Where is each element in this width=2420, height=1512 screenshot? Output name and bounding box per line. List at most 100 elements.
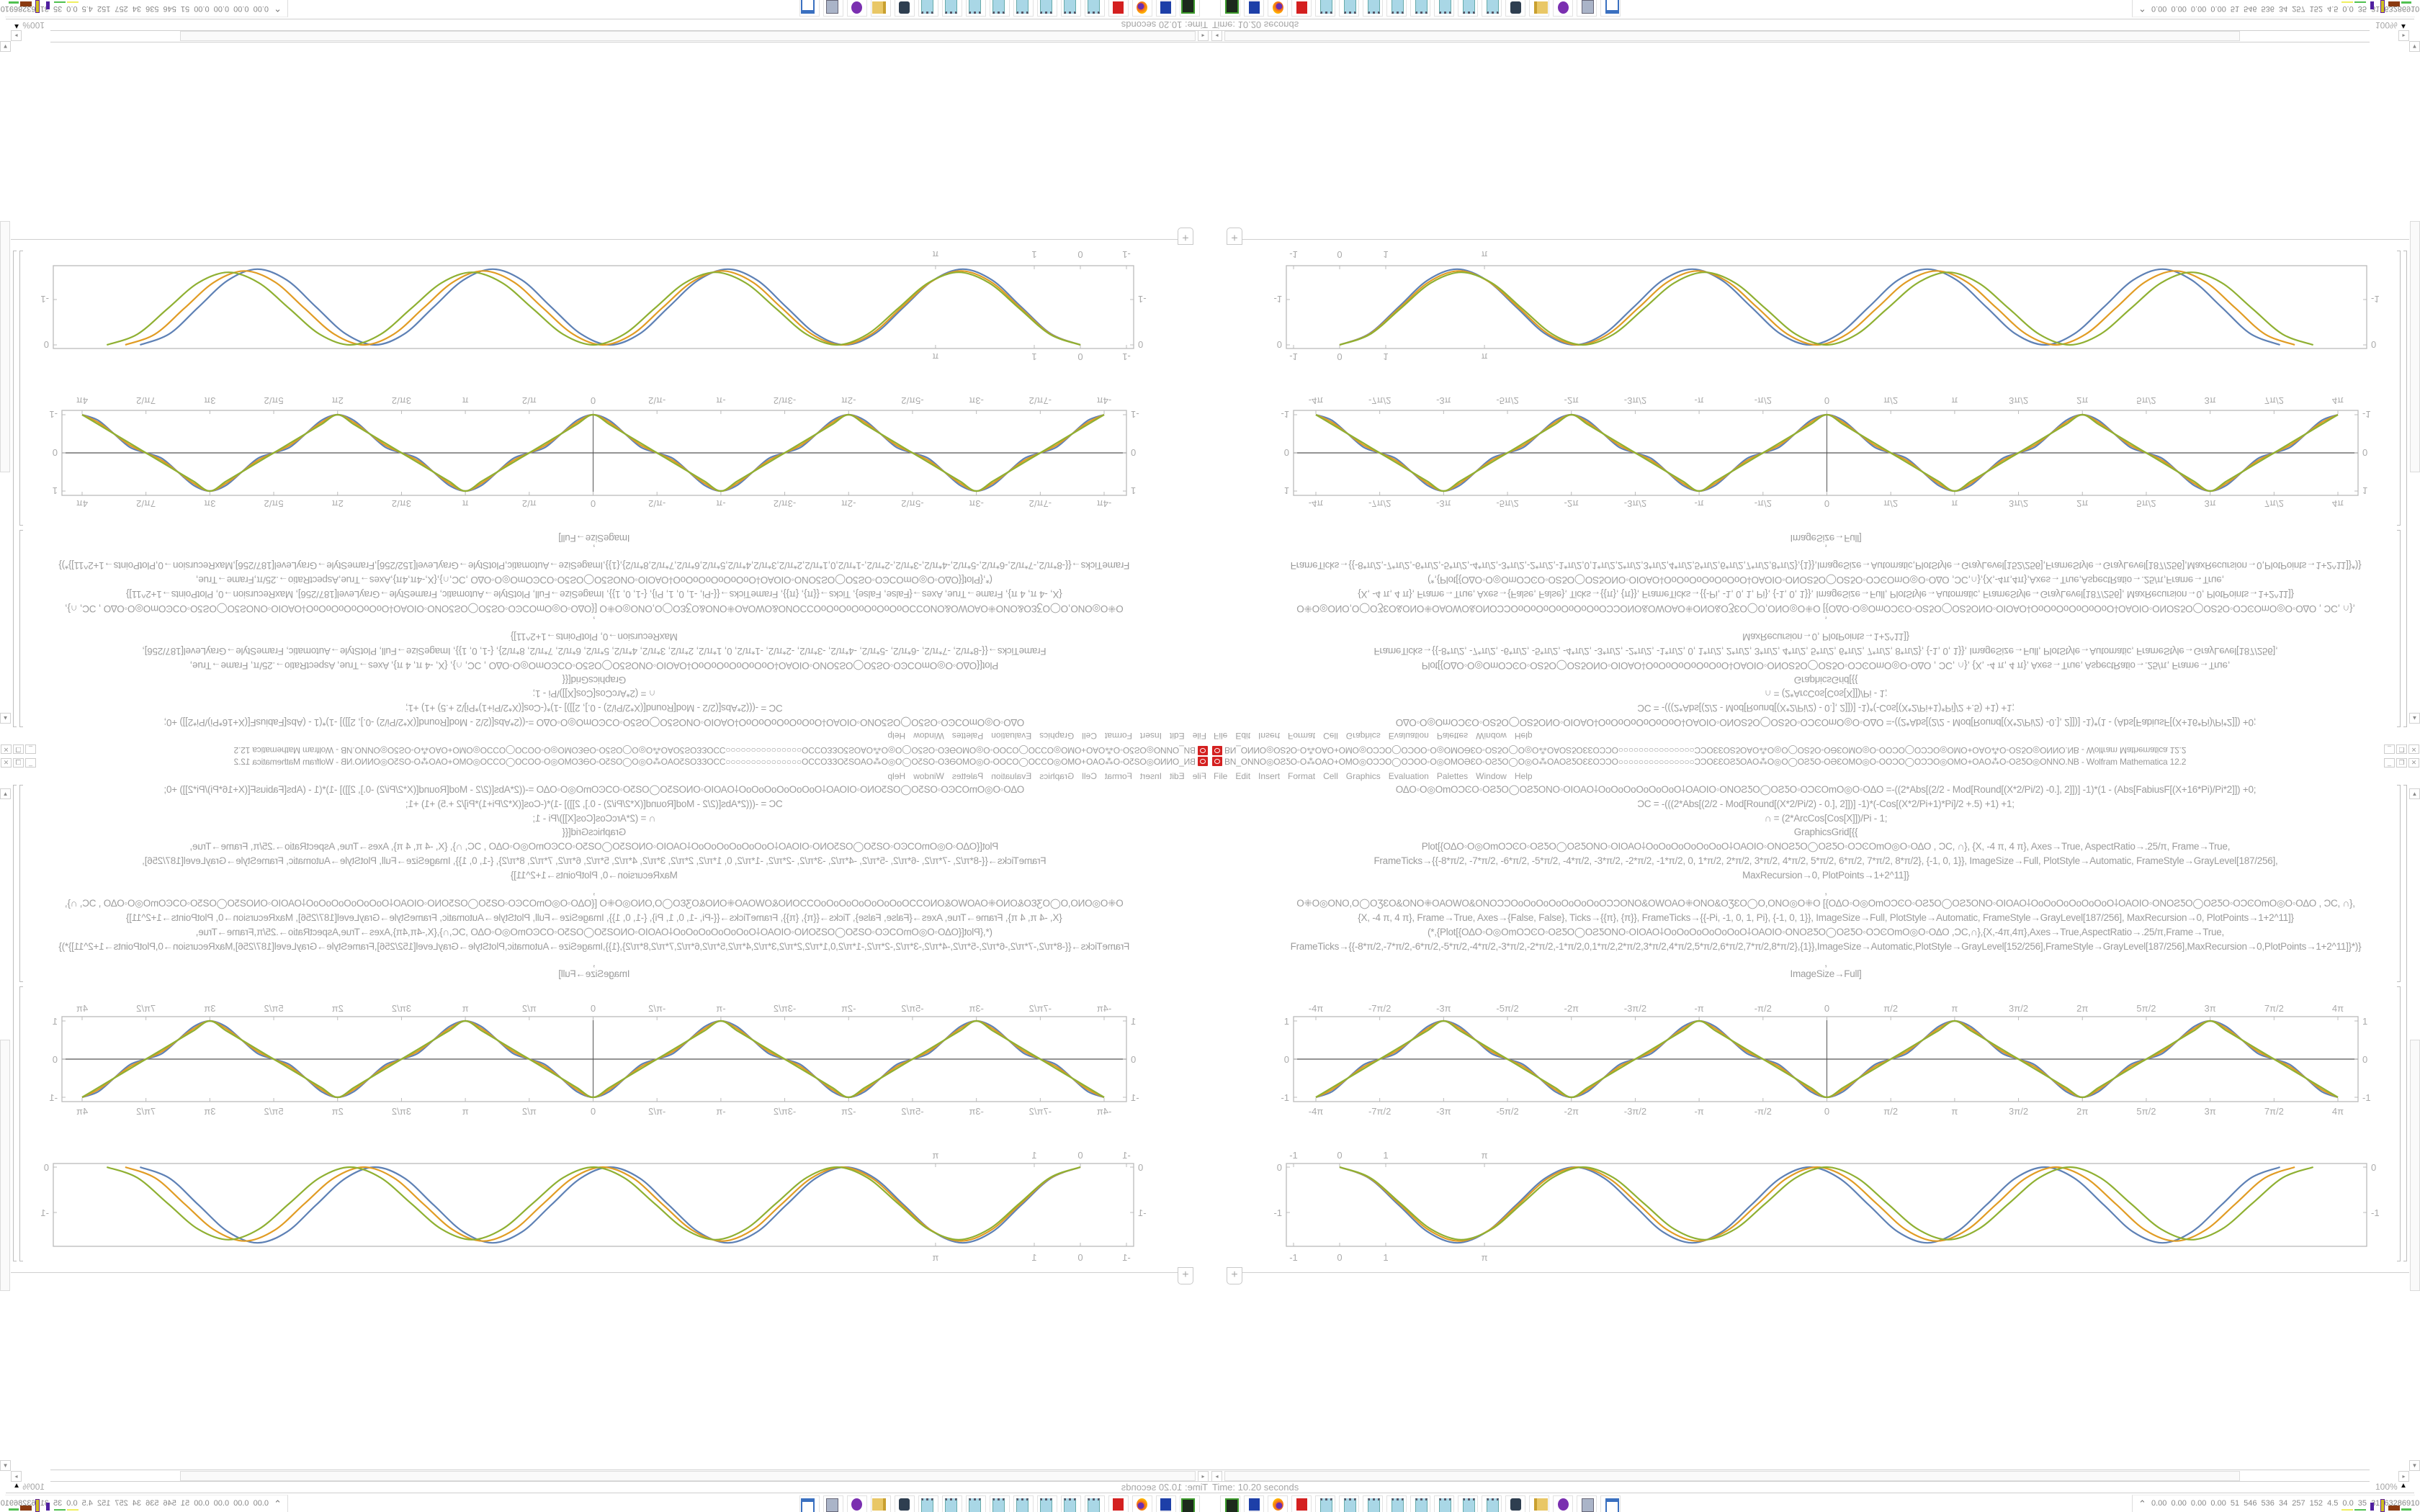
- taskbar-button[interactable]: [1156, 1495, 1176, 1512]
- code-line[interactable]: MaxRecursion→0, PlotPoints→1+2^11]}: [1742, 870, 1909, 881]
- menu-insert[interactable]: Insert: [1139, 771, 1162, 781]
- taskbar-button[interactable]: [1339, 0, 1359, 17]
- menu-window[interactable]: Window: [913, 731, 944, 741]
- menu-edit[interactable]: Edit: [1235, 771, 1251, 781]
- taskbar-button[interactable]: [1339, 1495, 1359, 1512]
- vertical-scrollbar-thumb[interactable]: [0, 221, 10, 472]
- tray-expand-icon[interactable]: ⌃: [274, 3, 282, 14]
- code-line[interactable]: Plot[{ΟΔΟ◦Ο◎ΟmΟϽϾΟ◦ΟƧƼΟ◯ΟƧƼΟNΟ◦ΟΙΟΑΟ⸸ΟοΟ…: [189, 660, 999, 671]
- menu-edit[interactable]: Edit: [1169, 731, 1185, 741]
- code-line[interactable]: FrameTicks→{{-8*π/2,-7*π/2,-6*π/2,-5*π/2…: [58, 560, 1130, 571]
- menu-edit[interactable]: Edit: [1235, 731, 1251, 741]
- vertical-scrollbar-thumb[interactable]: [2410, 1040, 2420, 1291]
- add-cell-button[interactable]: +: [1227, 228, 1242, 245]
- menu-cell[interactable]: Cell: [1323, 731, 1338, 741]
- code-line[interactable]: ∩ = (2*ArcCos[Cos[X]])/Pi - 1;: [532, 813, 656, 824]
- taskbar-button[interactable]: [1108, 1495, 1129, 1512]
- code-line[interactable]: (*,{Plot[{ΟΔΟ◦Ο◎ΟmΟϽϾΟ◦ΟƧƼΟ◯ΟƧƼΟNΟ◦ΟΙΟΑΟ…: [1428, 575, 2224, 585]
- taskbar-button[interactable]: [918, 0, 938, 17]
- taskbar-button[interactable]: [1156, 0, 1176, 17]
- minimize-button[interactable]: _: [25, 744, 36, 754]
- menu-palettes[interactable]: Palettes: [951, 771, 984, 781]
- menu-cell[interactable]: Cell: [1082, 771, 1097, 781]
- group-cell-bracket[interactable]: [2403, 785, 2407, 1261]
- minimize-button[interactable]: _: [2384, 758, 2395, 768]
- add-cell-button[interactable]: +: [1178, 1267, 1193, 1284]
- zoom-level[interactable]: 100%: [2375, 20, 2398, 30]
- vertical-scrollbar-thumb[interactable]: [2410, 221, 2420, 472]
- code-line[interactable]: ΟΔΟ◦Ο◎ΟmΟϽϾΟ◦ΟƧƼΟ◯ΟƧƼΟNΟ◦ΟΙΟΑΟ⸸ΟοΟοΟοΟοΟ…: [1395, 717, 2257, 728]
- code-line[interactable]: ƆC = -(((2*Abs[(2/2 - Mod[Round[(X*2/Pi/…: [405, 703, 783, 714]
- menu-graphics[interactable]: Graphics: [1345, 731, 1381, 741]
- taskbar-button[interactable]: [1268, 1495, 1288, 1512]
- zoom-level[interactable]: 100%: [2375, 1482, 2398, 1492]
- menu-help[interactable]: Help: [1514, 731, 1533, 741]
- tray-expand-icon[interactable]: ⌃: [274, 1498, 282, 1509]
- code-line[interactable]: ,: [1824, 886, 1827, 896]
- menu-cell[interactable]: Cell: [1323, 771, 1338, 781]
- scroll-up-button[interactable]: ▲: [0, 788, 11, 799]
- close-button[interactable]: ✕: [2408, 758, 2419, 768]
- code-line[interactable]: ΟΔΟ◦Ο◎ΟmΟϽϾΟ◦ΟƧƼΟ◯ΟƧƼΟNΟ◦ΟΙΟΑΟ⸸ΟοΟοΟοΟοΟ…: [163, 784, 1025, 795]
- code-line[interactable]: Plot[{ΟΔΟ◦Ο◎ΟmΟϽϾΟ◦ΟƧƼΟ◯ΟƧƼΟNΟ◦ΟΙΟΑΟ⸸ΟοΟ…: [1421, 841, 2231, 852]
- code-line[interactable]: FrameTicks→{{-8*π/2,-7*π/2,-6*π/2,-5*π/2…: [1290, 560, 2362, 571]
- menu-window[interactable]: Window: [913, 771, 944, 781]
- add-cell-button[interactable]: +: [1227, 1267, 1242, 1284]
- taskbar-button[interactable]: [1600, 1495, 1621, 1512]
- taskbar-button[interactable]: [1180, 0, 1200, 17]
- taskbar-button[interactable]: [871, 1495, 891, 1512]
- taskbar-button[interactable]: [1013, 1495, 1034, 1512]
- taskbar-button[interactable]: [1386, 1495, 1407, 1512]
- menu-file[interactable]: File: [1192, 771, 1206, 781]
- code-line[interactable]: GraphicsGrid[{{: [1793, 827, 1858, 837]
- code-line[interactable]: ΟΔΟ◦Ο◎ΟmΟϽϾΟ◦ΟƧƼΟ◯ΟƧƼΟNΟ◦ΟΙΟΑΟ⸸ΟοΟοΟοΟοΟ…: [163, 717, 1025, 728]
- taskbar-button[interactable]: [990, 0, 1010, 17]
- taskbar-button[interactable]: [1553, 0, 1573, 17]
- code-line[interactable]: {X, -4 π, 4 π}, Frame→True, Axes→{False,…: [1358, 589, 2294, 600]
- menu-insert[interactable]: Insert: [1258, 731, 1281, 741]
- taskbar-button[interactable]: [1244, 0, 1264, 17]
- taskbar-button[interactable]: [1386, 0, 1407, 17]
- scroll-left-button[interactable]: ◂: [1211, 1471, 1222, 1482]
- scroll-up-button[interactable]: ▲: [2409, 788, 2420, 799]
- close-button[interactable]: ✕: [1, 744, 12, 754]
- taskbar-button[interactable]: [1132, 1495, 1152, 1512]
- code-line[interactable]: ImageSize→Full]: [558, 533, 630, 544]
- menu-file[interactable]: File: [1214, 771, 1228, 781]
- restore-button[interactable]: ❐: [13, 744, 24, 754]
- code-line[interactable]: GraphicsGrid[{{: [562, 675, 627, 685]
- scroll-up-button[interactable]: ▲: [2409, 713, 2420, 724]
- code-line[interactable]: FrameTicks→{{-8*π/2, -7*π/2, -6*π/2, -5*…: [1373, 855, 2278, 866]
- taskbar-button[interactable]: [823, 1495, 843, 1512]
- code-line[interactable]: FrameTicks→{{-8*π/2, -7*π/2, -6*π/2, -5*…: [1373, 646, 2278, 657]
- horizontal-scrollbar-thumb[interactable]: [1224, 1471, 2240, 1481]
- menu-window[interactable]: Window: [1476, 731, 1507, 741]
- menu-evaluation[interactable]: Evaluation: [1388, 771, 1429, 781]
- code-line[interactable]: MaxRecursion→0, PlotPoints→1+2^11]}: [1742, 631, 1909, 642]
- taskbar-button[interactable]: [1434, 1495, 1454, 1512]
- input-cell-bracket[interactable]: [2397, 785, 2401, 982]
- menu-format[interactable]: Format: [1288, 771, 1316, 781]
- menu-window[interactable]: Window: [1476, 771, 1507, 781]
- menu-cell[interactable]: Cell: [1082, 731, 1097, 741]
- horizontal-scrollbar-thumb[interactable]: [1224, 31, 2240, 41]
- taskbar-button[interactable]: [1085, 0, 1105, 17]
- scroll-down-button[interactable]: ▼: [2409, 41, 2420, 52]
- menu-format[interactable]: Format: [1104, 771, 1132, 781]
- scroll-up-button[interactable]: ▲: [0, 713, 11, 724]
- scroll-left-button[interactable]: ◂: [1211, 30, 1222, 41]
- menu-palettes[interactable]: Palettes: [1436, 731, 1469, 741]
- taskbar-button[interactable]: [1291, 0, 1312, 17]
- taskbar-button[interactable]: [1505, 1495, 1525, 1512]
- vertical-scrollbar-thumb[interactable]: [0, 1040, 10, 1291]
- taskbar-button[interactable]: [1458, 0, 1478, 17]
- zoom-menu-arrow-icon[interactable]: ▲: [2400, 22, 2407, 30]
- menu-insert[interactable]: Insert: [1139, 731, 1162, 741]
- zoom-menu-arrow-icon[interactable]: ▲: [2400, 1482, 2407, 1490]
- taskbar-button[interactable]: [1291, 1495, 1312, 1512]
- minimize-button[interactable]: _: [2384, 744, 2395, 754]
- menu-help[interactable]: Help: [887, 771, 906, 781]
- code-line[interactable]: ImageSize→Full]: [1790, 968, 1862, 979]
- code-line[interactable]: ƆC = -(((2*Abs[(2/2 - Mod[Round[(X*2/Pi/…: [1637, 798, 2015, 809]
- code-line[interactable]: MaxRecursion→0, PlotPoints→1+2^11]}: [511, 870, 678, 881]
